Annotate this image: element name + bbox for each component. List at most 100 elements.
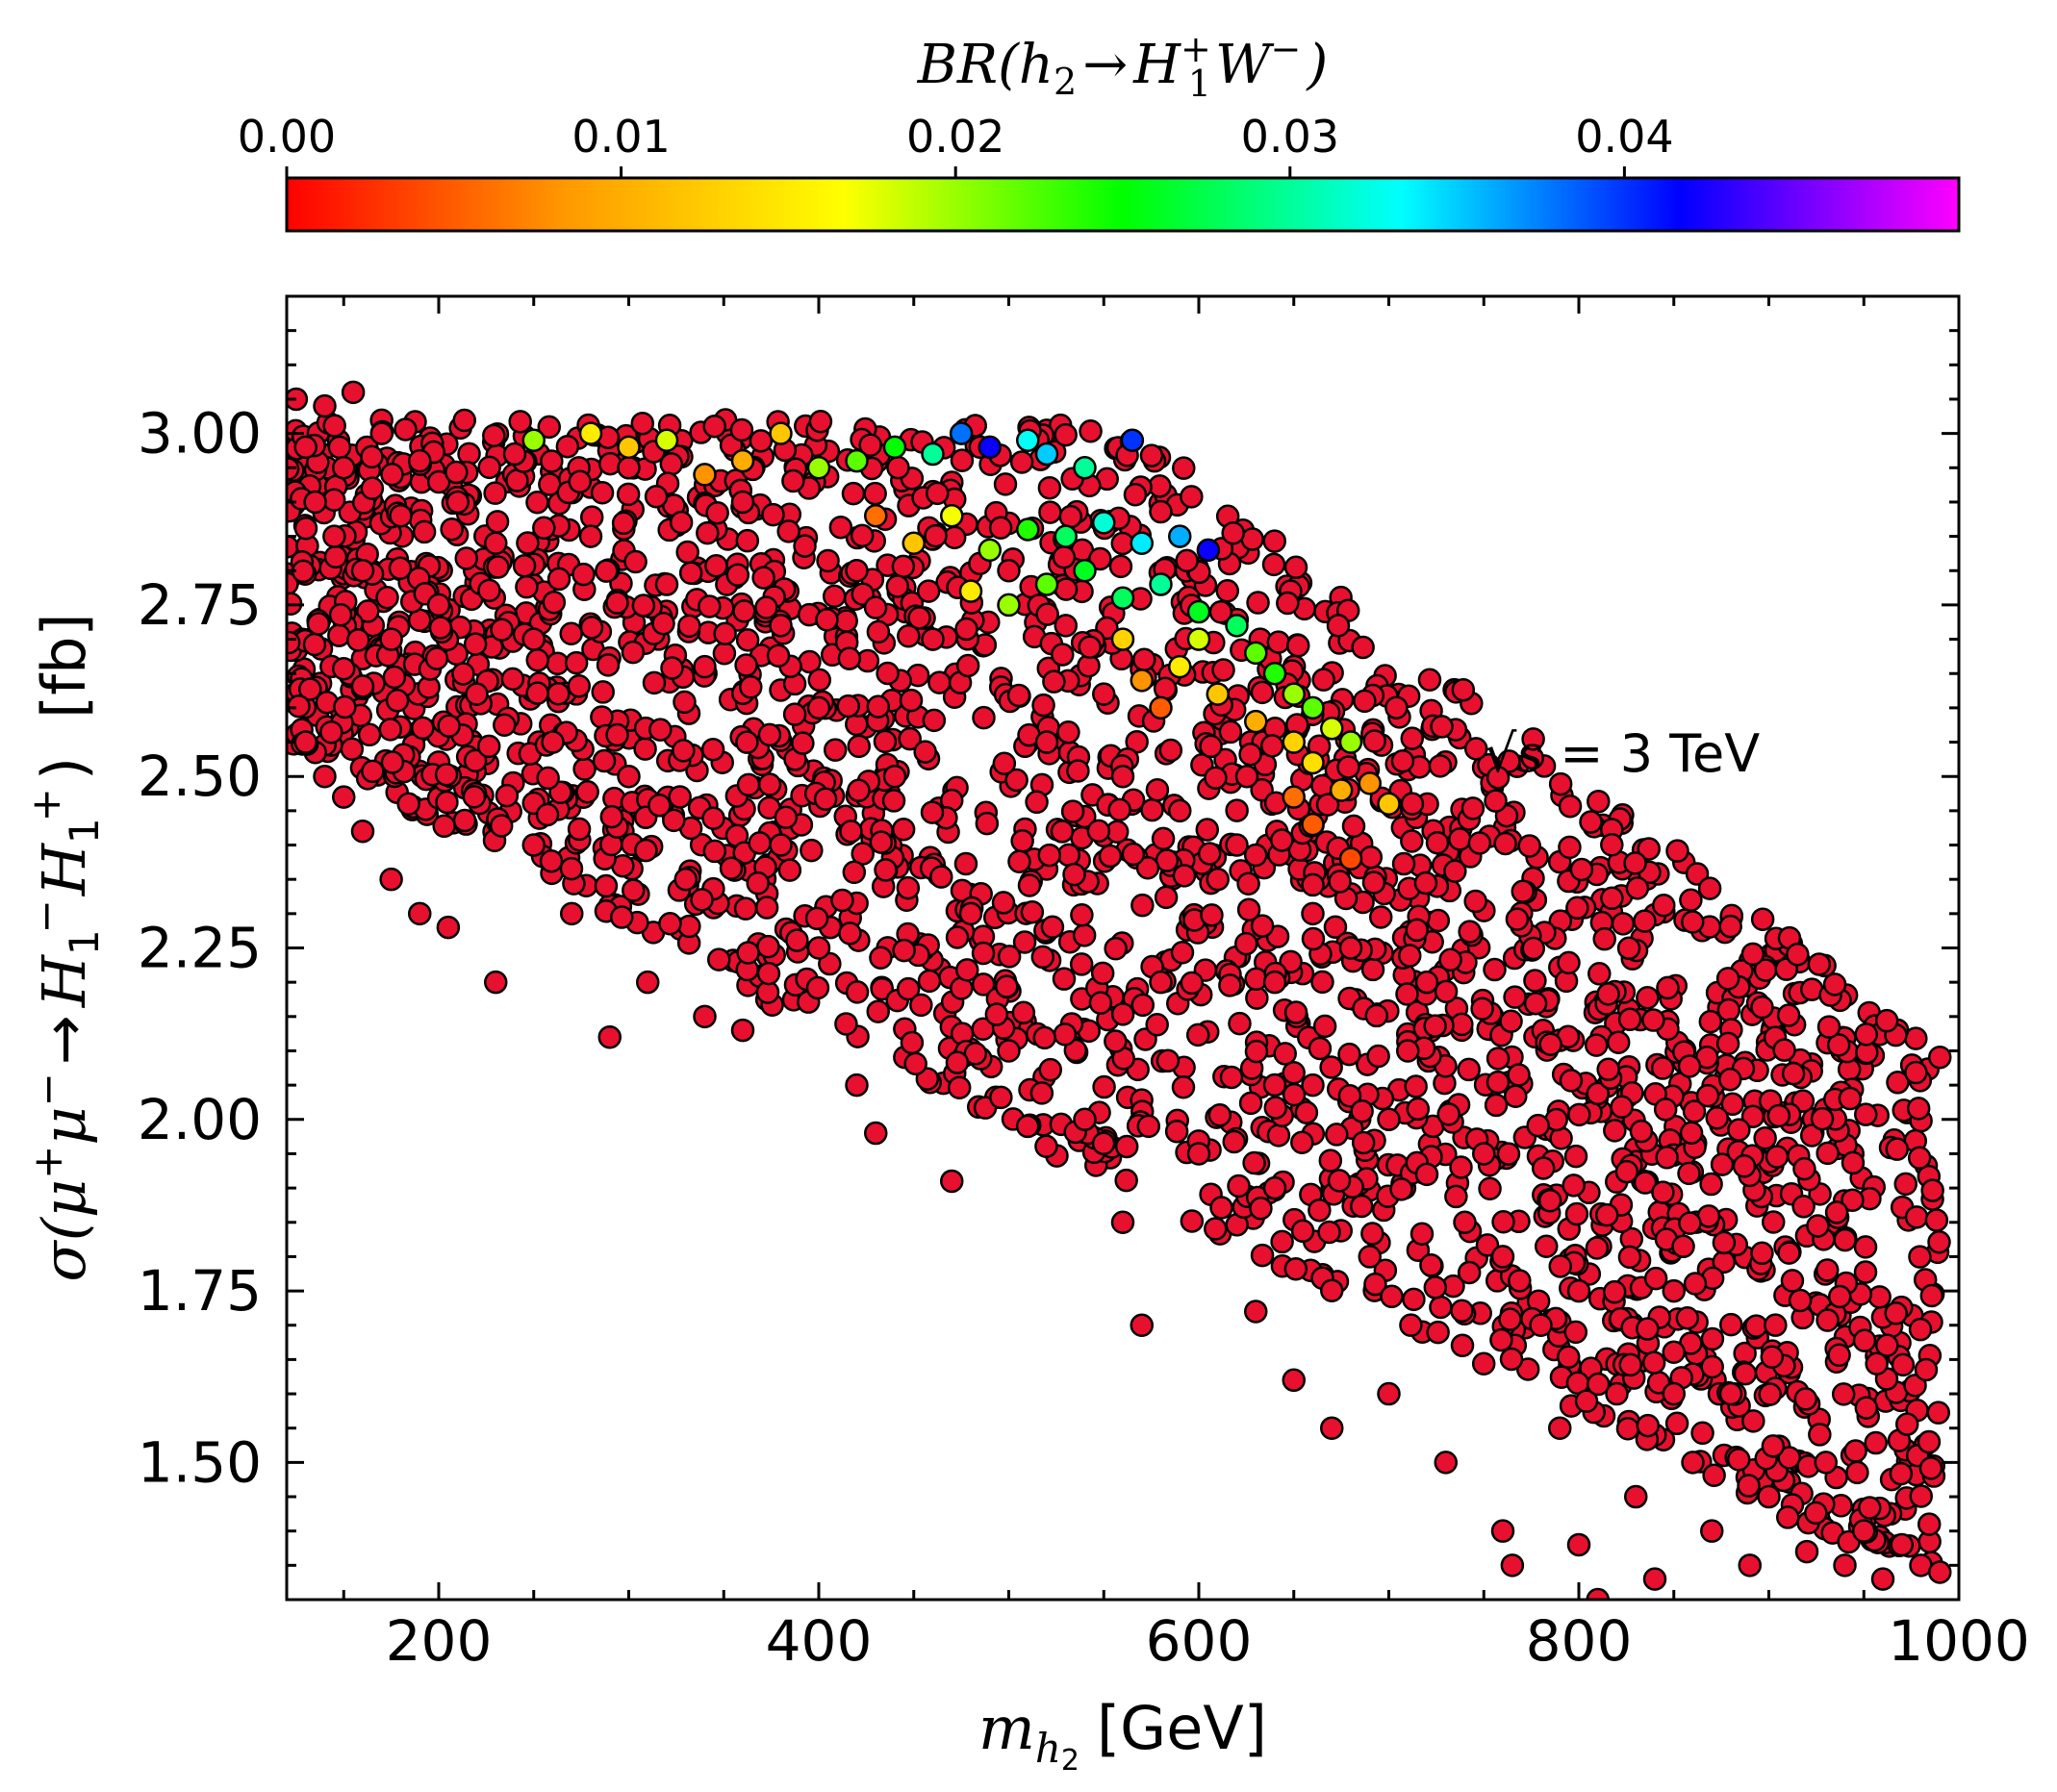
scatter-point: [1236, 897, 1261, 921]
scatter-point: [644, 485, 669, 509]
scatter-point: [477, 578, 501, 603]
scatter-point: [1361, 871, 1386, 895]
scatter-point-bulk: [940, 1169, 964, 1194]
scatter-point: [515, 574, 539, 599]
scatter-point: [756, 961, 781, 986]
scatter-point: [595, 559, 619, 583]
scatter-point: [997, 945, 1022, 969]
scatter-point: [754, 896, 779, 920]
scatter-point: [1538, 1032, 1562, 1057]
scatter-point: [1864, 1430, 1888, 1455]
scatter-point: [1761, 1210, 1786, 1234]
scatter-point: [1238, 742, 1262, 767]
scatter-point-bulk: [617, 764, 641, 789]
scatter-point: [1715, 967, 1740, 991]
scatter-point: [1493, 831, 1517, 856]
scatter-point: [841, 481, 866, 506]
scatter-point: [592, 748, 617, 773]
scatter-point-bulk: [1453, 1210, 1477, 1235]
colorbar-label-h: h: [1019, 34, 1054, 96]
scatter-point-bulk: [1605, 1381, 1629, 1406]
scatter-point: [1384, 695, 1409, 719]
y-label-H2-sub: 1: [61, 818, 108, 844]
y-label-H2: H: [29, 842, 99, 896]
scatter-point: [971, 941, 996, 966]
scatter-point: [287, 694, 311, 719]
scatter-point: [1702, 1463, 1726, 1487]
scatter-point: [781, 468, 805, 493]
scatter-point-bulk: [436, 915, 461, 940]
scatter-point-bulk: [541, 730, 565, 754]
scatter-point: [757, 722, 782, 747]
scatter-point: [1286, 633, 1310, 658]
scatter-point: [1234, 765, 1259, 789]
scatter-point: [1908, 1317, 1933, 1342]
y-label-unit: [fb]: [29, 613, 99, 719]
scatter-point: [1207, 1103, 1232, 1127]
scatter-point: [1517, 834, 1541, 858]
scatter-point-bulk: [1262, 970, 1287, 995]
scatter-point: [777, 858, 802, 882]
scatter-point: [876, 661, 900, 686]
scatter-point: [739, 675, 763, 699]
scatter-point: [839, 820, 863, 844]
scatter-point: [869, 830, 894, 854]
scatter-point: [424, 646, 449, 670]
scatter-point: [463, 748, 488, 773]
scatter-point: [1471, 1351, 1496, 1376]
scatter-point: [1050, 820, 1075, 844]
scatter-point: [1351, 635, 1375, 660]
scatter-point-bulk: [1870, 1567, 1895, 1591]
scatter-point: [1852, 1328, 1877, 1352]
scatter-point: [1656, 975, 1680, 1000]
scatter-point: [633, 737, 657, 761]
scatter-point: [1417, 668, 1442, 693]
scatter-point-colored: [1168, 524, 1192, 548]
scatter-point: [1250, 680, 1275, 705]
scatter-point: [1434, 979, 1459, 1004]
scatter-point-bulk: [408, 901, 432, 926]
scatter-point: [677, 614, 701, 639]
scatter-point: [1155, 1048, 1181, 1073]
scatter-point: [495, 783, 520, 808]
scatter-point: [1904, 1060, 1928, 1085]
scatter-point: [412, 519, 437, 544]
scatter-point: [1211, 658, 1235, 682]
scatter-point-colored: [1282, 682, 1306, 706]
scatter-point: [1425, 830, 1450, 855]
scatter-point: [490, 618, 514, 642]
scatter-point: [599, 804, 624, 829]
scatter-point-bulk: [313, 764, 337, 789]
scatter-point-colored: [1016, 428, 1040, 453]
scatter-point: [955, 653, 980, 678]
scatter-point: [1180, 971, 1205, 996]
scatter-point: [1496, 1142, 1521, 1166]
scatter-point: [1919, 1283, 1944, 1308]
scatter-point: [1273, 1042, 1297, 1066]
scatter-point: [1154, 885, 1179, 910]
scatter-point: [899, 688, 924, 713]
scatter-point-bulk: [882, 764, 907, 789]
scatter-point: [1616, 936, 1641, 961]
scatter-point: [1562, 1174, 1586, 1198]
scatter-point: [870, 976, 894, 1001]
scatter-point: [1243, 843, 1268, 868]
scatter-point: [1600, 886, 1624, 911]
scatter-point: [1066, 759, 1090, 783]
scatter-point: [1611, 912, 1636, 936]
scatter-point: [485, 510, 510, 534]
scatter-point: [302, 632, 327, 657]
scatter-point-colored: [1186, 599, 1211, 624]
scatter-point: [1655, 1146, 1679, 1170]
scatter-point: [1470, 997, 1494, 1021]
scatter-point: [1380, 1284, 1404, 1309]
scatter-point: [1261, 552, 1286, 577]
scatter-point-bulk: [303, 490, 327, 515]
scatter-point: [1629, 1119, 1654, 1144]
scatter-point-colored: [1377, 792, 1401, 816]
scatter-point: [525, 648, 549, 672]
scatter-point: [1398, 944, 1422, 968]
scatter-point-bulk: [1890, 1532, 1914, 1557]
scatter-point: [1233, 931, 1258, 956]
scatter-point: [1009, 450, 1034, 474]
